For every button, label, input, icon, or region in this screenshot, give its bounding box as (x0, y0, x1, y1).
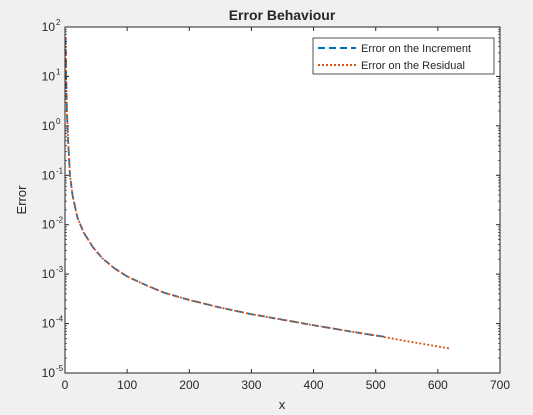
y-tick-exponent: 0 (56, 117, 61, 126)
y-tick-exponent: 1 (56, 67, 61, 76)
y-tick-label: 10 -4 (42, 315, 64, 331)
legend-label-increment: Error on the Increment (361, 43, 471, 55)
axes-box (64, 26, 501, 374)
y-tick-base: 10 (42, 317, 56, 331)
y-tick-exponent: -5 (56, 364, 64, 373)
series-line-residual (64, 37, 451, 350)
x-tick-label: 0 (62, 378, 69, 392)
x-tick-label: 600 (428, 378, 448, 392)
y-tick-base: 10 (42, 20, 56, 34)
y-tick-exponent: 2 (56, 18, 61, 27)
y-tick-exponent: -4 (56, 315, 64, 324)
x-tick-label: 200 (179, 378, 199, 392)
y-tick-label: 10 0 (42, 117, 61, 133)
y-tick-base: 10 (42, 69, 56, 83)
x-tick-label: 700 (490, 378, 510, 392)
y-tick-base: 10 (42, 119, 56, 133)
legend-box (312, 37, 495, 75)
y-tick-exponent: -3 (56, 265, 64, 274)
y-axis-label: Error (14, 185, 29, 215)
legend-label-residual: Error on the Residual (361, 60, 465, 72)
chart-title: Error Behaviour (229, 7, 336, 23)
series-layer (64, 37, 451, 350)
y-tick-label: 10 -2 (42, 216, 64, 232)
y-tick-base: 10 (42, 218, 56, 232)
x-axis-label: x (279, 397, 286, 412)
y-tick-base: 10 (42, 366, 56, 380)
y-tick-base: 10 (42, 168, 56, 182)
y-tick-base: 10 (42, 267, 56, 281)
x-tick-label: 300 (241, 378, 261, 392)
y-tick-label: 10 1 (42, 67, 61, 83)
y-tick-exponent: -1 (56, 166, 64, 175)
x-tick-label: 500 (366, 378, 386, 392)
y-tick-label: 10 -5 (42, 364, 64, 380)
plot-area (65, 27, 500, 373)
y-tick-label: 10 -3 (42, 265, 64, 281)
x-tick-label: 400 (304, 378, 324, 392)
y-tick-label: 10 2 (42, 18, 61, 34)
legend: Error on the Increment Error on the Resi… (312, 37, 495, 75)
y-tick-label: 10 -1 (42, 166, 64, 182)
y-tick-exponent: -2 (56, 216, 64, 225)
x-tick-label: 100 (117, 378, 137, 392)
